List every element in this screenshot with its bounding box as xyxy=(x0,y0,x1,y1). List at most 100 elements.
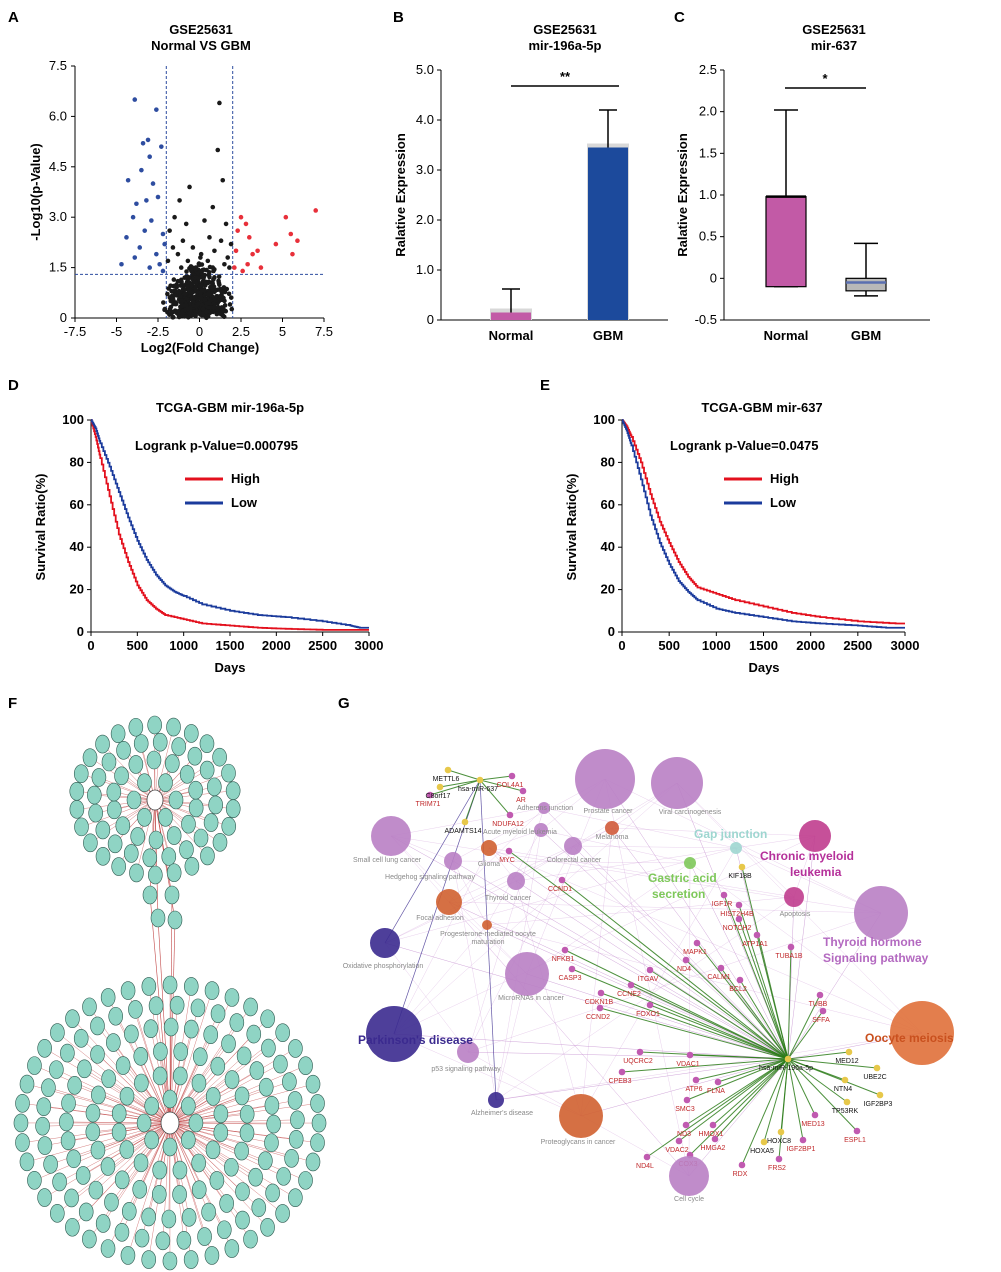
network-node xyxy=(133,1046,149,1066)
volcano-point-ns xyxy=(206,300,212,306)
network-node xyxy=(207,777,222,797)
volcano-point-ns xyxy=(210,204,216,210)
gene-node xyxy=(819,1007,827,1015)
network-node xyxy=(190,998,206,1018)
network-node xyxy=(141,977,157,996)
volcano-point-ns xyxy=(217,100,222,106)
network-node xyxy=(162,1089,178,1109)
network-edge xyxy=(169,1122,218,1181)
pathway-node xyxy=(370,928,400,958)
network-node xyxy=(115,1056,131,1075)
pathway-node xyxy=(890,1001,954,1065)
gene-node xyxy=(675,1137,683,1145)
network-node xyxy=(106,782,122,802)
volcano-point-ns xyxy=(187,305,193,311)
gene-node xyxy=(777,1128,785,1136)
pathway-node xyxy=(559,1094,603,1138)
network-node xyxy=(60,1131,76,1150)
network-node xyxy=(158,773,173,792)
pathway-node xyxy=(784,887,804,907)
gene-node xyxy=(714,1078,722,1086)
volcano-point-down xyxy=(130,214,136,220)
network-node xyxy=(85,1103,101,1123)
volcano-point-ns xyxy=(182,291,188,297)
volcano-point-down xyxy=(154,107,159,112)
pathway-edge xyxy=(467,807,545,1053)
pathway-edge xyxy=(526,862,691,975)
network-node xyxy=(27,1170,42,1190)
network-node xyxy=(224,1070,240,1089)
pathway-node xyxy=(371,816,411,856)
pathway-edge xyxy=(467,845,574,1053)
pathway-edge xyxy=(600,992,789,1060)
box-ytick-label: 2.0 xyxy=(699,104,717,119)
volcano-point-ns xyxy=(192,295,198,301)
gene-label: HMOX1 xyxy=(699,1131,724,1138)
volcano-point-down xyxy=(132,97,138,102)
network-edge xyxy=(136,799,156,873)
network-edge xyxy=(108,1078,171,1124)
network-node xyxy=(37,1136,53,1155)
gene-node xyxy=(735,901,743,909)
volcano-point-ns xyxy=(222,261,227,267)
network-node xyxy=(143,1019,159,1038)
gene-label: METTL6 xyxy=(433,776,460,783)
km-ytick-label: 40 xyxy=(70,539,84,554)
box-ytick-label: -0.5 xyxy=(695,312,717,327)
km-xtick-label: 1000 xyxy=(702,638,731,653)
network-node xyxy=(19,1152,35,1172)
bar-bars xyxy=(490,109,629,320)
volcano-point-ns xyxy=(185,284,190,289)
network-node xyxy=(260,1009,275,1029)
gene-label: ITGAV xyxy=(638,976,659,983)
pathway-edge xyxy=(787,1010,824,1060)
network-node xyxy=(133,1153,149,1173)
km-e-title: TCGA-GBM mir-637 xyxy=(701,400,822,415)
network-node xyxy=(142,848,158,868)
network-node xyxy=(111,1104,127,1123)
pathway-edge xyxy=(393,1033,789,1060)
volcano-point-ns xyxy=(178,265,184,270)
bar-normal xyxy=(491,312,531,320)
panel-label-e: E xyxy=(540,377,550,394)
km-d-ylabel: Survival Ratio(%) xyxy=(33,474,48,581)
box-ytick-label: 0 xyxy=(710,270,717,285)
km-plot-mir196a: TCGA-GBM mir-196a-5p 0 500 1000 1500 2000 250… xyxy=(33,400,383,675)
gene-node xyxy=(799,1136,807,1144)
network-node xyxy=(128,1000,143,1019)
gene-node xyxy=(775,1155,783,1163)
volcano-point-ns xyxy=(213,287,218,293)
km-e-ticks: 0 500 1000 1500 2000 2500 3000 0 20 40 60 80 100 xyxy=(593,412,919,653)
network-edge xyxy=(74,1085,171,1124)
pathway-edge xyxy=(572,845,789,1060)
network-node xyxy=(275,1023,290,1042)
label-cml-1: Chronic myeloid xyxy=(760,849,854,863)
volcano-point-ns xyxy=(196,261,202,266)
bar-ytick-label: 4.0 xyxy=(416,112,434,127)
pathway-edge xyxy=(393,782,678,1035)
pathway-edge xyxy=(580,827,613,1117)
network-node xyxy=(95,734,110,754)
gene-label: TUBB xyxy=(809,1001,828,1008)
network-node xyxy=(90,1045,105,1064)
km-d-xlabel: Days xyxy=(214,660,245,675)
pathway-edge xyxy=(787,1058,816,1116)
volcano-ytick-label: 6.0 xyxy=(49,108,67,123)
bar-gbm xyxy=(588,147,628,320)
gene-label: NOTCH2 xyxy=(723,925,752,932)
network-node xyxy=(168,790,184,810)
pathway-edge xyxy=(787,946,792,1060)
network-node xyxy=(151,1185,167,1204)
pathway-node xyxy=(669,1156,709,1196)
network-node xyxy=(205,1140,221,1160)
network-node xyxy=(166,826,182,845)
label-thyroid-2: Signaling pathway xyxy=(823,951,929,965)
volcano-point-ns xyxy=(167,228,172,233)
gene-node xyxy=(646,1001,654,1009)
pathway-edge xyxy=(479,779,511,816)
network-node xyxy=(208,795,223,815)
gene-label: IGF1R xyxy=(712,901,733,908)
pathway-edge xyxy=(393,847,490,1035)
gene-node xyxy=(646,966,654,974)
network-node xyxy=(234,1086,250,1106)
